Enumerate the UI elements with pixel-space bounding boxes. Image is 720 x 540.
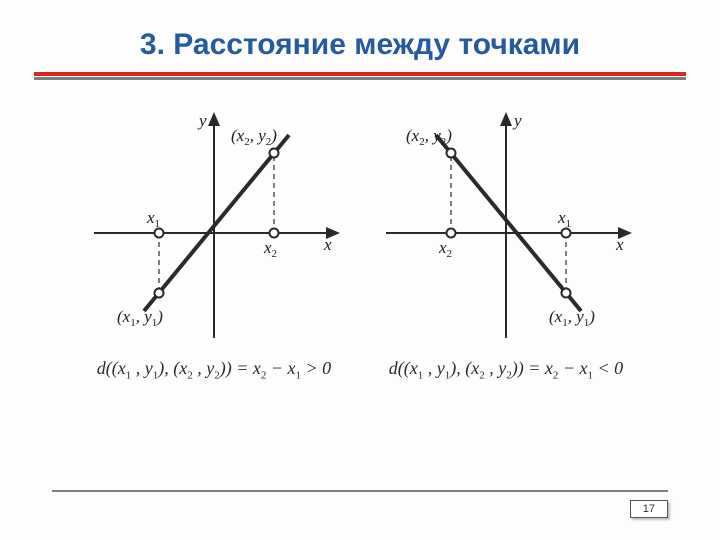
svg-text:x2: x2 bbox=[438, 238, 452, 260]
main-line bbox=[144, 135, 289, 311]
labels: y x x1 x2 (x2, y2) (x1, y1) bbox=[117, 111, 332, 329]
svg-text:(x2, y2): (x2, y2) bbox=[231, 126, 277, 148]
svg-text:x1: x1 bbox=[146, 208, 160, 230]
svg-text:x: x bbox=[323, 235, 332, 254]
svg-text:x1: x1 bbox=[557, 208, 571, 230]
svg-text:y: y bbox=[512, 111, 522, 130]
figures-row: y x x1 x2 (x2, y2) (x1, y1) d((x1 , y1),… bbox=[34, 98, 686, 382]
figure-left: y x x1 x2 (x2, y2) (x1, y1) d((x1 , y1),… bbox=[69, 98, 359, 382]
svg-text:x2: x2 bbox=[263, 238, 277, 260]
labels: y x x1 x2 (x2, y2) (x1, y1) bbox=[406, 111, 624, 329]
figure-right-plot: y x x1 x2 (x2, y2) (x1, y1) bbox=[376, 98, 636, 348]
title-underline bbox=[34, 72, 686, 80]
svg-text:x: x bbox=[615, 235, 624, 254]
page-title: 3. Расстояние между точками bbox=[34, 28, 686, 62]
svg-text:(x1, y1): (x1, y1) bbox=[549, 307, 595, 329]
page-number-box: 17 bbox=[630, 500, 668, 518]
svg-text:y: y bbox=[197, 111, 207, 130]
page-number: 17 bbox=[643, 503, 655, 515]
svg-text:(x1, y1): (x1, y1) bbox=[117, 307, 163, 329]
slide-page: 3. Расстояние между точками bbox=[0, 0, 720, 540]
rule-red bbox=[34, 72, 686, 76]
figure-right-formula: d((x1 , y1), (x2 , y2)) = x2 − x1 < 0 bbox=[361, 358, 651, 382]
bottom-rule bbox=[52, 490, 668, 492]
svg-text:(x2, y2): (x2, y2) bbox=[406, 126, 452, 148]
figure-left-formula: d((x1 , y1), (x2 , y2)) = x2 − x1 > 0 bbox=[69, 358, 359, 382]
rule-shadow bbox=[34, 77, 686, 80]
figure-right: y x x1 x2 (x2, y2) (x1, y1) d((x1 , y1),… bbox=[361, 98, 651, 382]
figure-left-plot: y x x1 x2 (x2, y2) (x1, y1) bbox=[84, 98, 344, 348]
